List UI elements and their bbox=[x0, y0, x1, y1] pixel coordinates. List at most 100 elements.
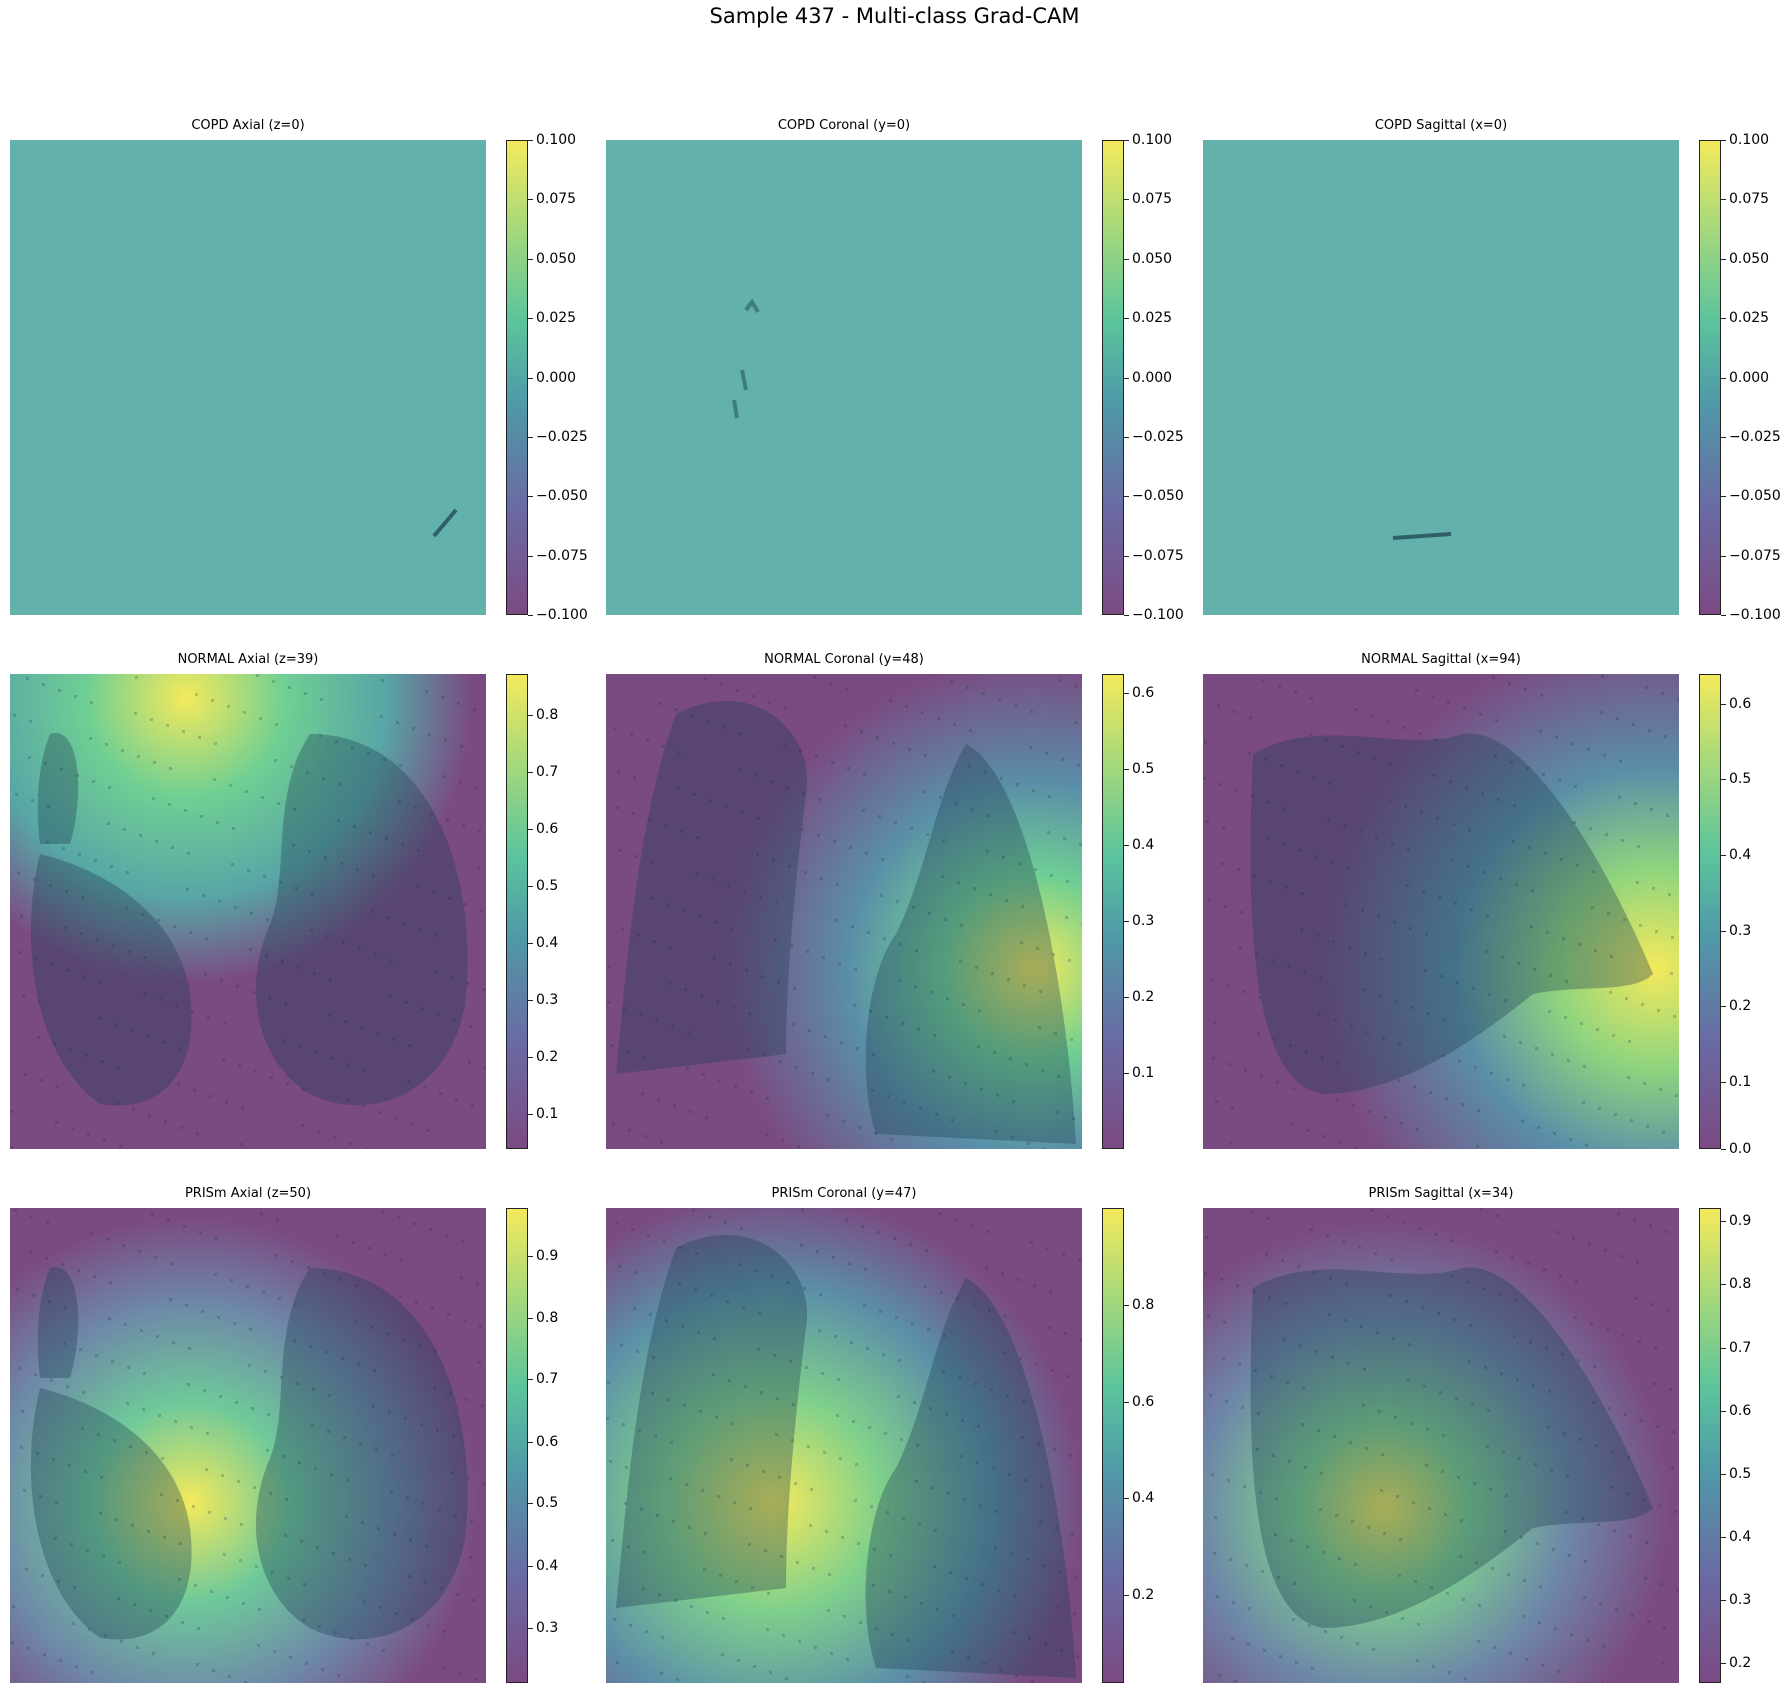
colorbar bbox=[506, 674, 528, 1149]
colorbar bbox=[506, 1208, 528, 1683]
colorbar-tick-mark bbox=[528, 258, 533, 260]
colorbar-tick-mark bbox=[1124, 845, 1129, 846]
colorbar-tick-mark bbox=[1721, 779, 1726, 781]
colorbar-tick-label: 0.2 bbox=[1729, 1655, 1752, 1672]
colorbar-tick-label: 0.050 bbox=[1132, 250, 1173, 267]
colorbar bbox=[1102, 674, 1124, 1149]
colorbar-tick-label: 0.8 bbox=[1729, 1276, 1752, 1293]
colorbar-tick-mark bbox=[1721, 930, 1726, 932]
colorbar-tick-label: 0.8 bbox=[536, 707, 559, 724]
colorbar-tick-mark bbox=[1721, 1081, 1726, 1083]
colorbar-tick-mark bbox=[1721, 318, 1726, 320]
colorbar bbox=[506, 140, 528, 615]
colorbar-tick-mark bbox=[1124, 615, 1129, 616]
colorbar-tick-mark bbox=[1721, 1536, 1726, 1538]
colorbar-tick-mark bbox=[528, 999, 533, 1001]
colorbar-tick-label: 0.4 bbox=[1729, 846, 1752, 863]
colorbar-tick-label: 0.2 bbox=[536, 1048, 559, 1065]
colorbar-tick-mark bbox=[1721, 1663, 1726, 1665]
colorbar-tick-label: −0.100 bbox=[536, 607, 588, 623]
colorbar bbox=[1699, 674, 1721, 1149]
colorbar-tick-mark bbox=[528, 140, 533, 141]
colorbar-tick-label: 0.025 bbox=[1729, 310, 1770, 327]
colorbar-tick-mark bbox=[1721, 377, 1726, 379]
colorbar-tick-label: 0.0 bbox=[1729, 1141, 1752, 1157]
colorbar-tick-mark bbox=[1124, 1594, 1129, 1596]
colorbar-tick-label: 0.2 bbox=[1729, 998, 1752, 1015]
colorbar-tick-label: 0.5 bbox=[1729, 771, 1752, 788]
gradcam-heatmap bbox=[1203, 674, 1679, 1149]
gradcam-heatmap bbox=[606, 140, 1082, 615]
colorbar-tick-mark bbox=[1124, 377, 1129, 379]
colorbar-tick-mark bbox=[528, 318, 533, 320]
colorbar-tick-label: 0.2 bbox=[1132, 989, 1155, 1005]
colorbar-tick-mark bbox=[1124, 921, 1129, 922]
colorbar-tick-label: 0.5 bbox=[1132, 761, 1155, 777]
colorbar-tick-mark bbox=[528, 1565, 533, 1567]
colorbar-tick-label: 0.000 bbox=[1729, 369, 1770, 386]
colorbar-tick-label: 0.7 bbox=[536, 764, 559, 781]
colorbar-tick-label: 0.3 bbox=[536, 991, 559, 1008]
figure-title: Sample 437 - Multi-class Grad-CAM bbox=[709, 4, 1080, 28]
colorbar-tick-mark bbox=[1124, 140, 1129, 141]
colorbar-tick-label: 0.6 bbox=[1132, 1393, 1155, 1410]
colorbar-tick-label: 0.4 bbox=[1729, 1528, 1752, 1545]
colorbar-tick-label: 0.5 bbox=[536, 878, 559, 895]
colorbar-tick-label: 0.6 bbox=[1729, 1402, 1752, 1419]
colorbar-tick-label: 0.4 bbox=[536, 934, 559, 951]
panel-title: NORMAL Axial (z=39) bbox=[177, 652, 319, 667]
colorbar-tick-mark bbox=[1721, 1149, 1726, 1150]
colorbar-tick-mark bbox=[528, 555, 533, 557]
colorbar-tick-mark bbox=[528, 1255, 533, 1257]
colorbar-tick-label: 0.6 bbox=[1132, 685, 1155, 701]
colorbar-tick-label: −0.100 bbox=[1132, 607, 1184, 623]
colorbar-tick-label: −0.075 bbox=[536, 547, 588, 564]
gradcam-heatmap bbox=[10, 140, 486, 615]
colorbar-tick-mark bbox=[1124, 769, 1129, 770]
colorbar-tick-mark bbox=[1721, 496, 1726, 498]
colorbar-tick-label: 0.3 bbox=[1132, 913, 1155, 929]
panel-title: COPD Axial (z=0) bbox=[191, 118, 305, 133]
colorbar-tick-mark bbox=[1721, 1599, 1726, 1601]
colorbar-tick-label: 0.4 bbox=[1132, 1490, 1155, 1507]
colorbar-tick-mark bbox=[528, 942, 533, 944]
colorbar-tick-label: 0.100 bbox=[536, 132, 577, 148]
colorbar-tick-mark bbox=[1721, 1284, 1726, 1286]
colorbar-tick-label: 0.9 bbox=[536, 1247, 559, 1264]
colorbar-tick-label: 0.000 bbox=[536, 369, 577, 386]
colorbar-tick-mark bbox=[1124, 496, 1129, 498]
colorbar bbox=[1699, 140, 1721, 615]
colorbar-tick-mark bbox=[1721, 258, 1726, 260]
panel-title: NORMAL Coronal (y=48) bbox=[764, 652, 924, 667]
gradcam-heatmap bbox=[1203, 1208, 1679, 1683]
colorbar-tick-mark bbox=[1721, 555, 1726, 557]
colorbar-tick-mark bbox=[1721, 140, 1726, 141]
colorbar-tick-mark bbox=[1721, 703, 1726, 705]
colorbar-tick-mark bbox=[1124, 1401, 1129, 1403]
colorbar-tick-label: 0.7 bbox=[1729, 1339, 1752, 1356]
colorbar-tick-label: 0.025 bbox=[1132, 310, 1173, 327]
colorbar-tick-mark bbox=[1721, 1006, 1726, 1008]
colorbar-tick-label: 0.6 bbox=[1729, 695, 1752, 712]
colorbar-tick-label: 0.7 bbox=[536, 1371, 559, 1388]
colorbar-tick-label: 0.1 bbox=[1132, 1065, 1155, 1081]
colorbar-tick-label: 0.100 bbox=[1132, 132, 1173, 148]
colorbar-tick-mark bbox=[1721, 615, 1726, 616]
colorbar-tick-label: −0.050 bbox=[536, 488, 588, 505]
colorbar-tick-label: 0.5 bbox=[536, 1495, 559, 1512]
colorbar-tick-label: −0.025 bbox=[536, 428, 588, 445]
colorbar-tick-mark bbox=[1124, 258, 1129, 260]
panel-title: PRISm Coronal (y=47) bbox=[771, 1186, 917, 1201]
colorbar-tick-label: 0.1 bbox=[1729, 1073, 1752, 1090]
colorbar-tick-label: 0.050 bbox=[1729, 250, 1770, 267]
panel-title: NORMAL Sagittal (x=94) bbox=[1361, 652, 1521, 667]
colorbar-tick-mark bbox=[528, 377, 533, 379]
gradcam-heatmap bbox=[10, 674, 486, 1149]
colorbar-tick-label: 0.6 bbox=[536, 1433, 559, 1450]
colorbar-tick-mark bbox=[528, 772, 533, 774]
colorbar-tick-mark bbox=[1124, 997, 1129, 998]
colorbar bbox=[1102, 140, 1124, 615]
colorbar-tick-mark bbox=[1124, 199, 1129, 201]
colorbar-tick-label: 0.3 bbox=[1729, 1591, 1752, 1608]
colorbar-tick-mark bbox=[1721, 1347, 1726, 1349]
